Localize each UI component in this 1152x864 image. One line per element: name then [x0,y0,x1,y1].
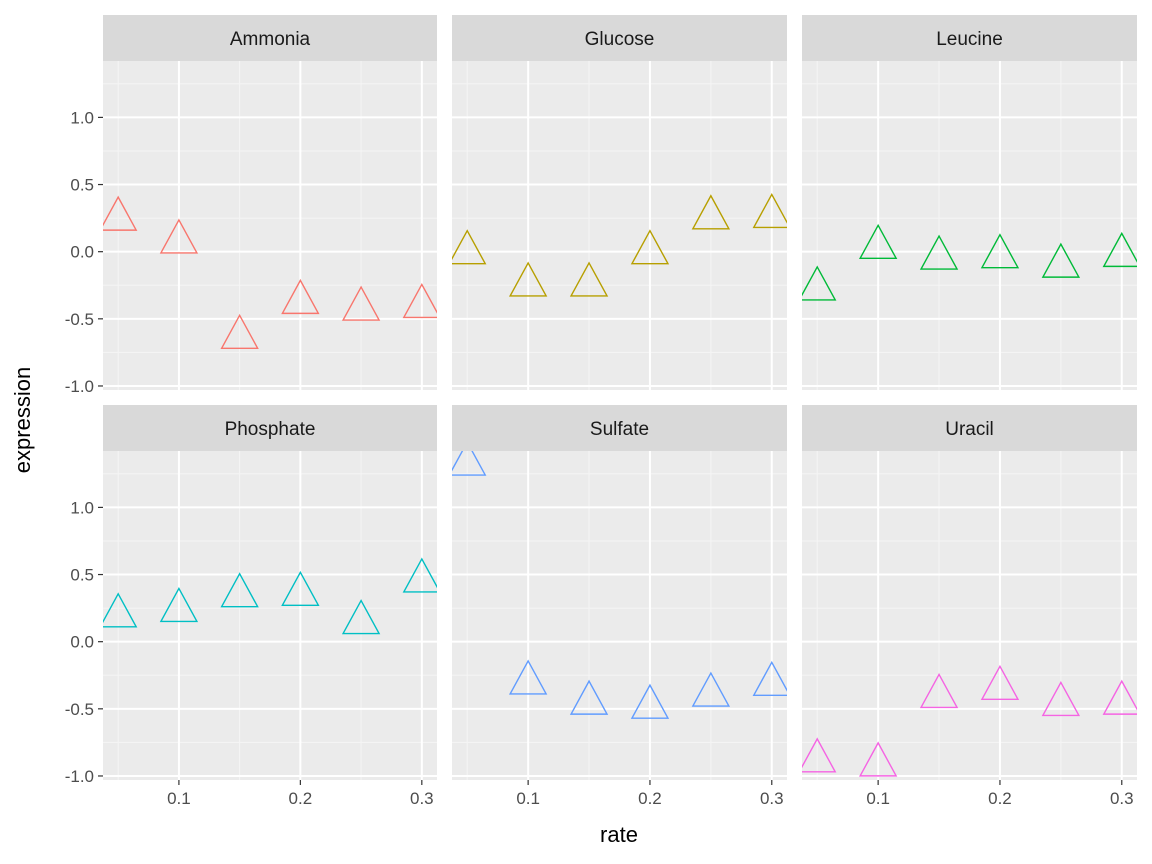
data-point [341,599,381,635]
facet-panel-sulfate: Sulfate 0.1 0.2 0.3 [452,405,787,808]
y-axis-title: expression [10,367,35,473]
x-tick-label: 0.3 [410,789,434,808]
x-tick-label: 0.3 [1110,789,1134,808]
data-point [691,671,731,707]
data-point [569,679,609,715]
data-points [103,195,437,349]
data-point [452,451,487,476]
panel-background [103,61,437,390]
facet-panel-ammonia: Ammonia -1.0 -0.5 0.0 0.5 1.0 [65,15,437,396]
data-points [802,223,1137,301]
data-point [919,234,959,270]
data-point [752,660,787,697]
data-point [508,261,548,297]
y-tick-label: -0.5 [65,310,94,329]
y-tick-label: 0.0 [70,243,94,262]
data-points [452,451,787,719]
facet-strip [103,405,437,451]
data-point [341,285,381,321]
facet-panel-leucine: Leucine [802,15,1137,390]
panel-background [103,451,437,780]
x-tick-label: 0.2 [988,789,1012,808]
facet-strip [452,405,787,451]
facet-panel-glucose: Glucose [452,15,787,390]
y-tick-label: 0.5 [70,176,94,195]
data-point [220,572,259,608]
data-point [1102,679,1137,715]
x-axis-title: rate [600,822,638,847]
data-point [858,741,898,777]
x-tick-label: 0.2 [638,789,662,808]
y-tick-label: 1.0 [70,108,94,127]
facet-strip-label: Ammonia [230,29,311,50]
facet-strip [802,405,1137,451]
x-tick-label: 0.2 [289,789,313,808]
data-points [452,192,787,297]
x-tick-label: 0.1 [516,789,540,808]
data-point [281,278,320,315]
data-points [802,664,1137,777]
panel-background [802,451,1137,780]
data-point [858,223,898,260]
y-tick-label: 1.0 [70,498,94,517]
data-point [802,737,837,773]
data-point [508,659,548,695]
y-tick-label: -1.0 [65,767,94,786]
y-tick-label: -0.5 [65,700,94,719]
data-point [919,672,959,709]
facet-strip [452,15,787,61]
data-point [402,282,437,319]
data-point [159,218,199,254]
data-point [281,570,320,607]
data-point [103,592,138,628]
facet-panel-uracil: Uracil 0.1 0.2 0.3 [802,405,1137,808]
data-point [1041,242,1081,278]
facet-strip-label: Glucose [585,29,655,50]
data-point [159,586,199,623]
data-point [691,194,731,230]
data-point [103,195,138,231]
y-tick-label: 0.5 [70,566,94,585]
data-points [103,557,437,635]
facet-strip-label: Sulfate [590,419,649,440]
facet-strip [802,15,1137,61]
panel-background [802,61,1137,390]
x-tick-label: 0.3 [760,789,784,808]
facet-panel-phosphate: Phosphate -1.0 -0.5 0.0 0.5 1.0 0.1 0.2 0.3 [65,405,437,808]
data-point [402,557,437,593]
y-tick-label: 0.0 [70,633,94,652]
panel-background [452,61,787,390]
data-point [220,313,259,349]
data-point [752,192,787,229]
data-point [1041,680,1081,717]
data-point [802,265,837,301]
data-point [1102,231,1137,268]
data-point [980,233,1020,269]
facet-strip-label: Uracil [945,419,994,440]
data-point [980,664,1020,701]
y-tick-label: -1.0 [65,377,94,396]
facet-panels: Ammonia -1.0 -0.5 0.0 0.5 1.0 Glucose Leucine Ph… [65,15,1137,808]
facet-strip-label: Leucine [936,29,1003,50]
data-point [452,229,487,265]
facet-strip-label: Phosphate [225,419,316,440]
panel-background [452,451,787,780]
facet-strip [103,15,437,61]
data-point [630,683,670,719]
x-tick-label: 0.1 [167,789,191,808]
data-point [569,261,609,297]
x-tick-label: 0.1 [866,789,890,808]
data-point [630,229,670,265]
